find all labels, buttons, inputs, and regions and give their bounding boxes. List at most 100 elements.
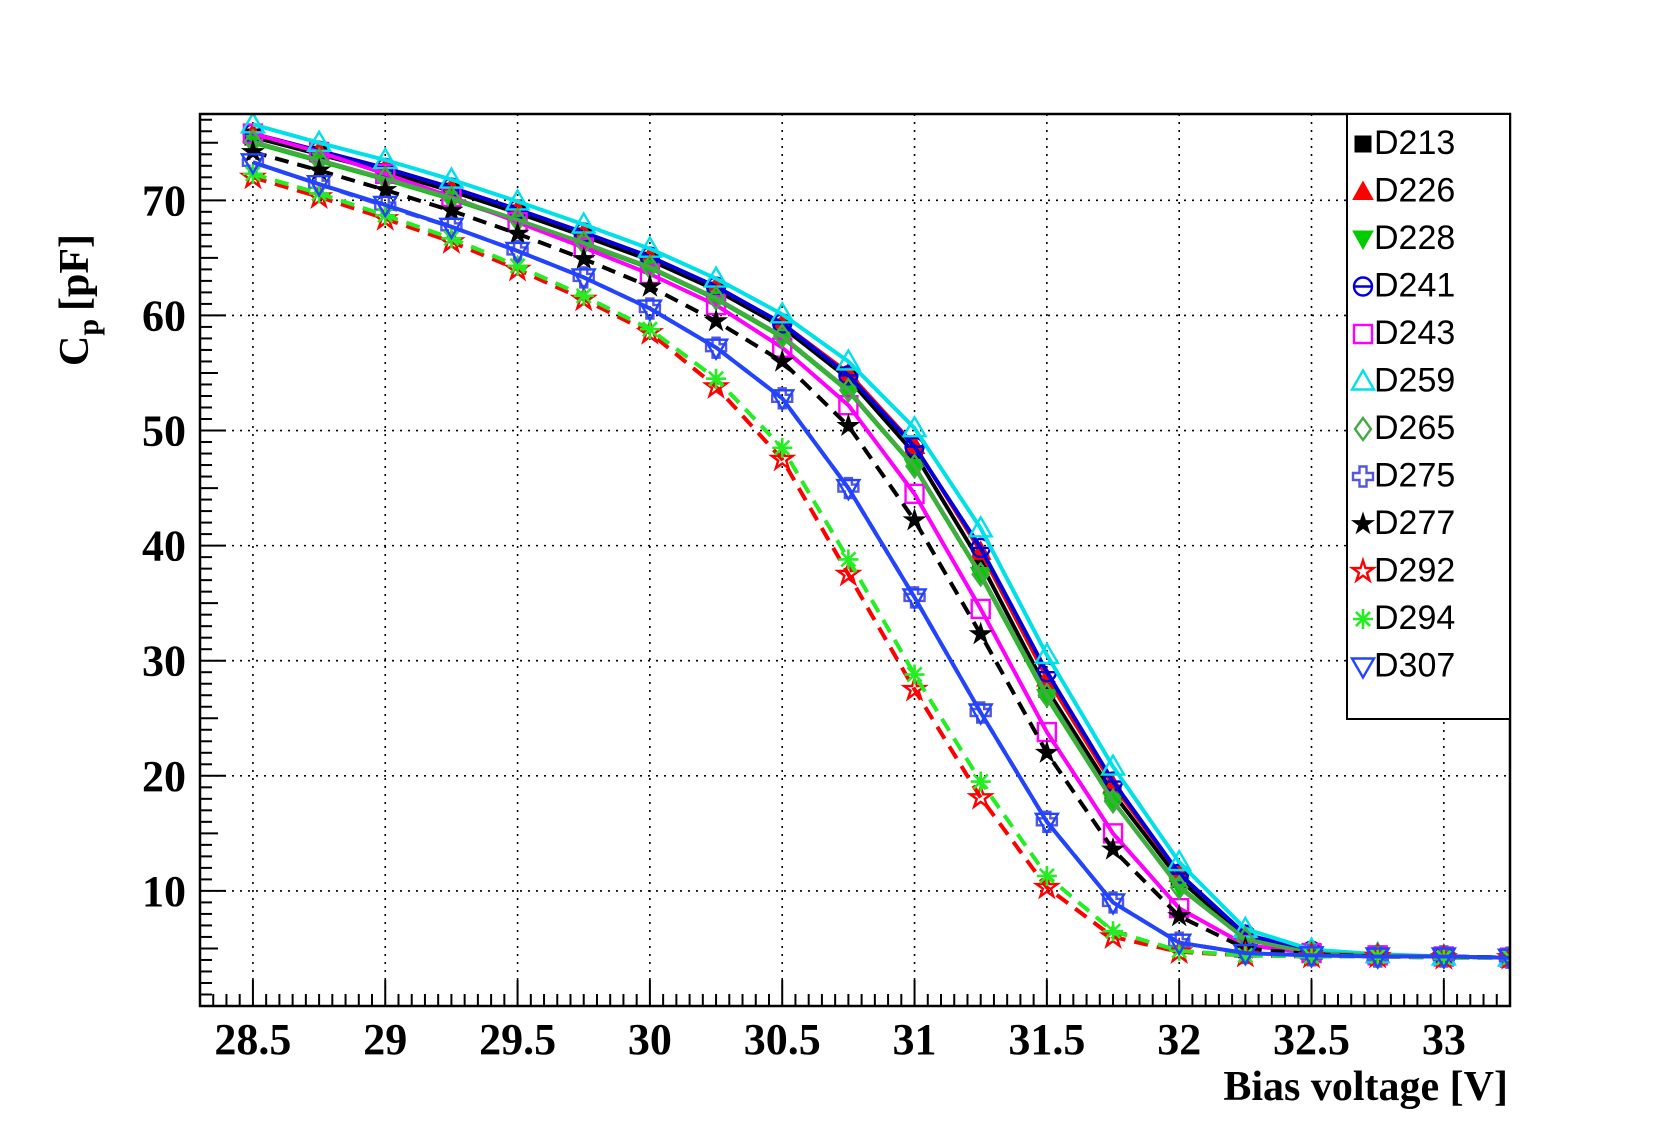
data-point-D265 (1169, 874, 1189, 901)
data-point-D277 (968, 621, 993, 645)
legend-label: D294 (1374, 599, 1455, 637)
data-point-D307 (636, 299, 663, 322)
y-tick-label: 20 (142, 752, 186, 801)
data-point-D275 (1035, 810, 1059, 834)
data-point-D307 (1099, 893, 1127, 916)
data-point-D307 (702, 338, 730, 362)
data-point-D292 (966, 782, 995, 810)
legend-item-D292: D292 (1348, 552, 1455, 590)
data-point-D292 (1032, 872, 1062, 900)
data-point-D292 (701, 371, 731, 399)
data-point-D294 (1103, 921, 1124, 942)
data-point-D259 (901, 414, 928, 438)
axis-ticks (199, 118, 1511, 1006)
legend-box (1346, 113, 1511, 720)
data-point-D275 (969, 701, 992, 724)
y-axis-title-subscript: p (72, 319, 105, 336)
legend-label: D307 (1374, 647, 1455, 685)
series-D228 (242, 134, 1510, 969)
data-point-D277 (505, 221, 530, 244)
data-point-D307 (1496, 948, 1510, 972)
data-point-D277 (704, 308, 729, 332)
y-tick-label: 70 (142, 176, 186, 225)
data-point-D265 (971, 561, 991, 588)
data-point-D307 (835, 478, 862, 502)
data-point-D277 (240, 139, 265, 163)
legend-item-D275: D275 (1351, 457, 1455, 495)
x-tick-label: 28.5 (214, 1015, 291, 1064)
data-point-D259 (1033, 641, 1060, 665)
series-line-D292 (252, 175, 1510, 960)
data-point-D294 (1036, 865, 1057, 886)
series-line-D277 (252, 150, 1510, 960)
x-tick-label: 30.5 (744, 1015, 821, 1064)
legend-marker-D294 (1353, 609, 1373, 629)
legend-label: D241 (1374, 267, 1455, 305)
data-point-D277 (902, 507, 927, 531)
y-tick-label: 40 (142, 522, 186, 571)
series-D275 (241, 151, 1510, 969)
legend-item-D259: D259 (1349, 362, 1455, 400)
legend-item-D265: D265 (1353, 409, 1455, 447)
data-point-D277 (836, 413, 861, 437)
data-point-D259 (1099, 753, 1127, 776)
data-point-D294 (904, 664, 925, 685)
data-point-D277 (373, 177, 398, 201)
data-point-D294 (706, 368, 727, 389)
data-point-D307 (1232, 943, 1259, 967)
legend-marker-D259 (1349, 368, 1377, 391)
data-point-D294 (838, 549, 859, 570)
data-point-D277 (1101, 836, 1126, 860)
data-point-D307 (239, 153, 267, 176)
series-line-D259 (252, 122, 1510, 960)
series-D292 (238, 162, 1510, 970)
data-point-D294 (772, 437, 793, 458)
x-tick-label: 29 (363, 1015, 407, 1064)
series-line-D265 (252, 139, 1510, 960)
series-D265 (243, 128, 1510, 971)
x-tick-label: 31.5 (1008, 1015, 1085, 1064)
data-point-D277 (1167, 903, 1192, 927)
legend-marker-D275 (1351, 465, 1375, 488)
data-point-D307 (1298, 946, 1325, 969)
data-point-D241 (838, 365, 859, 386)
y-tick-labels: 10 20 30 40 50 60 70 (142, 176, 186, 916)
y-tick-label: 60 (142, 291, 186, 340)
data-point-D307 (967, 703, 994, 726)
legend-item-D241: D241 (1352, 267, 1455, 305)
legend-marker-D226 (1352, 180, 1374, 200)
plot-series (238, 114, 1510, 972)
legend-label: D228 (1374, 219, 1455, 257)
data-point-D307 (769, 389, 796, 412)
data-point-D275 (704, 336, 728, 359)
legend-label: D213 (1374, 124, 1455, 162)
legend-marker-D277 (1350, 511, 1376, 535)
series-D294 (242, 163, 1510, 968)
legend-label: D243 (1374, 314, 1455, 352)
legend-item-D213: D213 (1354, 124, 1455, 162)
x-tick-label: 32.5 (1273, 1015, 1350, 1064)
legend-label: D226 (1374, 172, 1455, 210)
legend-item-D294: D294 (1353, 599, 1455, 637)
legend-marker-D265 (1353, 415, 1373, 443)
legend-marker-D307 (1349, 657, 1377, 680)
legend-marker-D241 (1352, 276, 1374, 297)
data-point-D294 (639, 319, 660, 340)
data-point-D294 (507, 255, 528, 276)
x-tick-label: 33 (1422, 1015, 1466, 1064)
legend-marker-D243 (1352, 323, 1374, 345)
legend-label: D277 (1374, 504, 1455, 542)
data-point-D277 (1034, 740, 1059, 764)
x-tick-label: 30 (628, 1015, 672, 1064)
data-point-D294 (970, 771, 991, 792)
series-line-D275 (252, 160, 1510, 960)
data-point-D307 (1430, 947, 1457, 970)
data-point-D307 (306, 175, 333, 198)
data-point-D265 (1037, 682, 1057, 709)
legend: D213 D226 D228 D241 D243 D259 D265 D275 D277 D292… (1346, 113, 1511, 720)
data-point-D277 (307, 157, 332, 181)
legend-item-D277: D277 (1350, 504, 1455, 542)
legend-item-D307: D307 (1349, 647, 1455, 685)
x-tick-label: 31 (893, 1015, 937, 1064)
